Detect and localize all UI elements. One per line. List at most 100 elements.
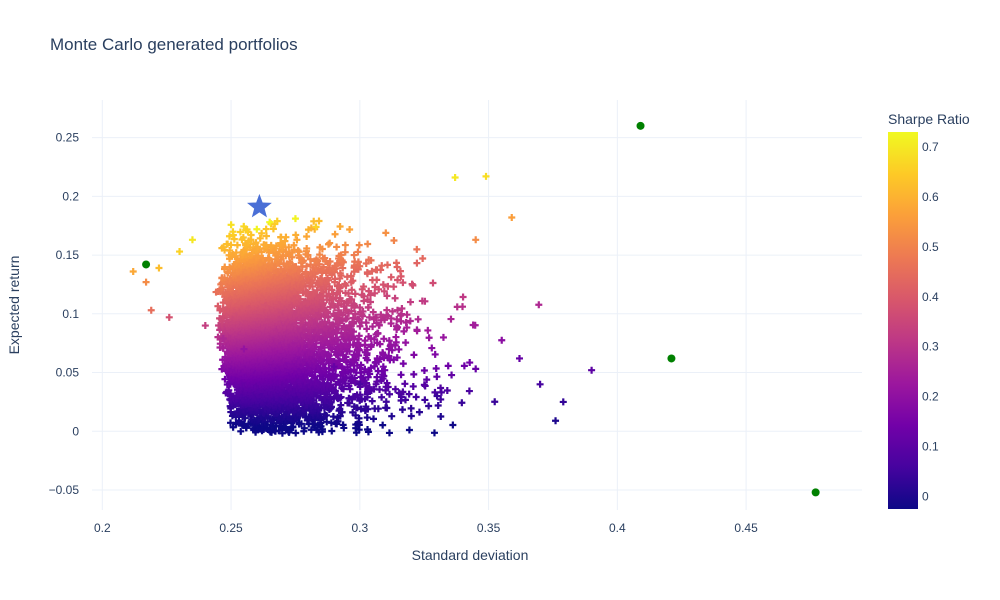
portfolio-point bbox=[386, 390, 394, 398]
portfolio-point bbox=[362, 403, 370, 411]
portfolio-point bbox=[350, 403, 358, 411]
portfolio-point bbox=[439, 333, 447, 341]
chart-title: Monte Carlo generated portfolios bbox=[50, 35, 298, 54]
portfolio-point bbox=[420, 381, 428, 389]
portfolio-point bbox=[345, 394, 353, 402]
portfolio-point bbox=[406, 298, 414, 306]
portfolio-point bbox=[333, 243, 341, 251]
portfolio-point bbox=[392, 333, 400, 341]
portfolio-point bbox=[444, 362, 452, 370]
portfolio-point bbox=[437, 395, 445, 403]
portfolio-point bbox=[432, 364, 440, 372]
portfolio-point bbox=[328, 427, 336, 435]
portfolio-point bbox=[458, 399, 466, 407]
portfolio-point bbox=[498, 336, 506, 344]
portfolio-point bbox=[368, 276, 376, 284]
portfolio-point bbox=[383, 306, 391, 314]
portfolio-point bbox=[323, 418, 331, 426]
portfolio-point bbox=[423, 376, 431, 384]
portfolio-point bbox=[405, 390, 413, 398]
portfolio-point bbox=[401, 396, 409, 404]
portfolio-point bbox=[302, 413, 310, 421]
grid bbox=[92, 100, 862, 510]
portfolio-point bbox=[407, 404, 415, 412]
portfolio-point bbox=[292, 429, 300, 437]
portfolio-point bbox=[413, 245, 421, 253]
portfolio-point bbox=[339, 421, 347, 429]
portfolio-point bbox=[437, 413, 445, 421]
portfolio-point bbox=[405, 426, 413, 434]
portfolio-point bbox=[300, 424, 308, 432]
portfolio-point bbox=[414, 315, 422, 323]
portfolio-point bbox=[385, 429, 393, 437]
portfolio-point bbox=[237, 427, 245, 435]
portfolio-point bbox=[378, 262, 386, 270]
portfolio-point bbox=[425, 402, 433, 410]
portfolio-point bbox=[434, 402, 442, 410]
portfolio-point bbox=[425, 334, 433, 342]
portfolio-point bbox=[419, 255, 427, 263]
portfolio-point bbox=[383, 379, 391, 387]
portfolio-point bbox=[421, 396, 429, 404]
portfolio-point bbox=[395, 345, 403, 353]
portfolio-point bbox=[413, 259, 421, 267]
portfolio-point bbox=[325, 240, 333, 248]
portfolio-point bbox=[326, 239, 334, 247]
portfolio-point bbox=[370, 385, 378, 393]
portfolio-point bbox=[309, 419, 317, 427]
portfolio-point bbox=[357, 405, 365, 413]
portfolio-point bbox=[399, 360, 407, 368]
portfolio-point bbox=[371, 405, 379, 413]
portfolio-point bbox=[364, 425, 372, 433]
portfolio-point bbox=[349, 408, 357, 416]
portfolio-point bbox=[465, 387, 473, 395]
portfolio-point bbox=[431, 350, 439, 358]
portfolio-point bbox=[334, 378, 342, 386]
portfolio-point bbox=[447, 315, 455, 323]
portfolio-point bbox=[398, 406, 406, 414]
portfolio-point bbox=[355, 241, 363, 249]
portfolio-point bbox=[378, 393, 386, 401]
portfolio-point bbox=[329, 413, 337, 421]
portfolio-point bbox=[388, 412, 396, 420]
portfolio-point bbox=[331, 230, 339, 238]
portfolio-point bbox=[428, 344, 436, 352]
portfolio-point bbox=[459, 293, 467, 301]
portfolio-point bbox=[382, 229, 390, 237]
portfolio-point bbox=[430, 429, 438, 437]
portfolio-point bbox=[336, 412, 344, 420]
portfolio-point bbox=[449, 421, 457, 429]
portfolio-point bbox=[433, 373, 441, 381]
portfolio-point bbox=[431, 388, 439, 396]
portfolio-point bbox=[453, 303, 461, 311]
portfolio-point bbox=[235, 417, 243, 425]
portfolio-point bbox=[225, 386, 233, 394]
portfolio-point bbox=[363, 268, 371, 276]
portfolio-point bbox=[491, 398, 499, 406]
portfolio-point bbox=[390, 237, 398, 245]
portfolio-point bbox=[391, 294, 399, 302]
portfolio-point bbox=[392, 259, 400, 267]
portfolio-point bbox=[379, 421, 387, 429]
portfolio-point bbox=[337, 401, 345, 409]
portfolio-point bbox=[408, 280, 416, 288]
portfolio-point bbox=[387, 273, 395, 281]
portfolio-point bbox=[437, 384, 445, 392]
portfolio-point bbox=[295, 419, 303, 427]
portfolio-point bbox=[410, 351, 418, 359]
portfolio-point bbox=[338, 384, 346, 392]
portfolio-point bbox=[391, 385, 399, 393]
portfolio-point bbox=[370, 415, 378, 423]
portfolio-point bbox=[402, 339, 410, 347]
portfolio-point bbox=[399, 388, 407, 396]
portfolio-point bbox=[424, 326, 432, 334]
portfolio-point bbox=[535, 301, 543, 309]
portfolio-point bbox=[226, 402, 234, 410]
portfolio-point bbox=[412, 393, 420, 401]
portfolio-point bbox=[401, 380, 409, 388]
portfolio-point bbox=[344, 399, 352, 407]
portfolio-point bbox=[368, 397, 376, 405]
portfolio-cloud bbox=[212, 217, 543, 437]
